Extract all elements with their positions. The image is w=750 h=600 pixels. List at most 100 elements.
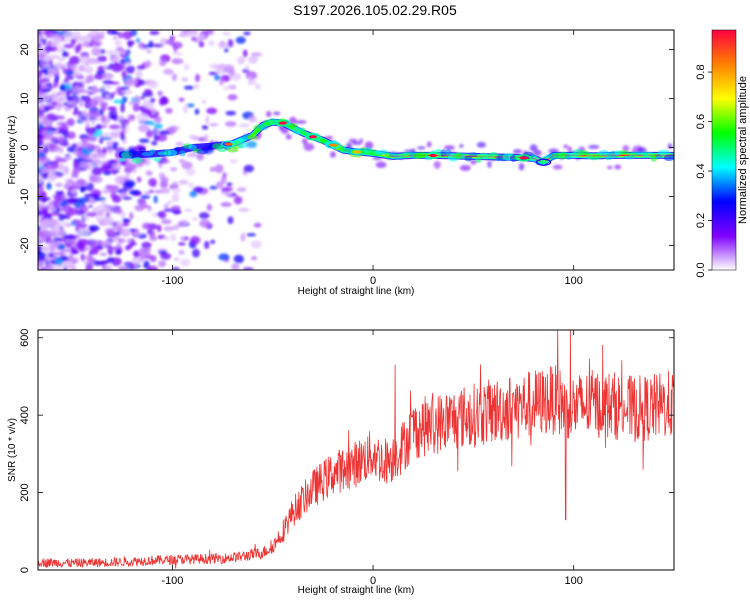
spectrogram-noise-blob (160, 219, 172, 225)
ridge-hotspot-core (429, 153, 438, 157)
ridge-blob (196, 149, 209, 155)
spectrogram-noise-blob (209, 185, 218, 190)
colorbar-tick-label: 0.8 (695, 64, 707, 79)
spectrogram-noise-blob (196, 152, 205, 161)
spectrogram-noise-blob (105, 49, 116, 56)
spectrogram-noise-blob (133, 95, 141, 105)
spectrogram-noise-blob (73, 256, 79, 264)
spectrogram-noise-blob (47, 172, 57, 181)
spectrogram-noise-blob (178, 158, 186, 164)
ridge-blob (174, 146, 181, 152)
spectrogram-noise-blob (53, 62, 64, 70)
spectrogram-noise-blob (219, 78, 224, 86)
spectrogram-noise-blob (52, 82, 58, 89)
spectrogram-noise-blob (194, 108, 200, 115)
spectrogram-noise-blob (127, 242, 134, 249)
ridge-blob (440, 149, 447, 157)
ridge-blob (578, 150, 590, 156)
spectrogram-noise-blob (38, 265, 43, 270)
spectrogram-noise-blob (38, 79, 45, 84)
spectrogram-noise-blob (99, 101, 109, 108)
spectrogram-halo-blob (348, 138, 358, 143)
spectrogram-noise-blob (41, 93, 51, 102)
spectrogram-noise-blob (112, 108, 117, 116)
ridge-hotspot-ring (325, 141, 341, 149)
ridge-blob (149, 148, 156, 154)
snr-y-tick-label: 200 (19, 483, 31, 501)
spectrogram-noise-blob (139, 251, 152, 259)
spectrogram-noise-blob (173, 257, 180, 261)
spectrogram-noise-blob (90, 30, 100, 37)
spectrogram-noise-blob (100, 200, 107, 206)
spectrogram-noise-blob (220, 74, 231, 82)
ridge-hotspot-core (308, 135, 317, 139)
spectrogram-noise-blob (114, 231, 121, 236)
spectrogram-noise-blob (206, 203, 213, 212)
spectrogram-noise-blob (105, 228, 116, 237)
spectrogram-noise-blob (193, 83, 200, 89)
spectrogram-noise-blob (49, 243, 56, 253)
spectrogram-noise-blob (194, 73, 201, 83)
spectrogram-noise-blob (125, 78, 137, 87)
spectrogram-noise-blob (144, 59, 152, 68)
spectrogram-noise-blob (106, 65, 112, 70)
ridge-blob (179, 150, 186, 157)
spectrogram-noise-blob (121, 120, 129, 126)
spectrogram-noise-blob (55, 104, 62, 112)
spectrogram-noise-blob (233, 196, 243, 205)
spectrogram-noise-blob (91, 166, 103, 176)
spectrogram-noise-blob (51, 36, 63, 45)
spectrogram-noise-blob (218, 63, 226, 70)
spectrogram-noise-blob (221, 192, 232, 196)
spectrogram-noise-blob (81, 143, 91, 149)
spectrogram-noise-blob (236, 187, 247, 193)
spectrogram-noise-blob (59, 84, 66, 92)
spectrogram-noise-blob (159, 59, 167, 67)
spectrogram-noise-blob (91, 154, 99, 158)
spectrogram-noise-blob (38, 147, 44, 152)
spectrogram-noise-blob (97, 55, 108, 62)
spectrogram-noise-blob (251, 256, 258, 261)
colorbar-tick-label: 0.6 (695, 114, 707, 129)
spectrogram-noise-blob (121, 51, 126, 55)
spectrogram-noise-blob (113, 62, 126, 71)
spectrogram-noise-blob (250, 240, 262, 249)
spectrogram-noise-blob (128, 262, 135, 270)
spectrogram-noise-blob (61, 91, 67, 99)
spectrogram-noise-blob (63, 183, 71, 190)
spectrogram-noise-blob (246, 233, 257, 237)
spectrogram-noise-blob (217, 41, 230, 49)
spectrogram-noise-blob (171, 181, 179, 187)
spectrogram-noise-blob (159, 180, 168, 189)
spectrogram-noise-blob (49, 128, 57, 132)
spectrogram-noise-blob (122, 218, 128, 223)
snr-y-tick-label: 0 (19, 567, 31, 573)
spectrogram-x-axis-label: Height of straight line (km) (298, 286, 415, 297)
spectrogram-noise-blob (220, 175, 227, 185)
spectrogram-noise-blob (175, 141, 184, 147)
spectrogram-noise-blob (88, 204, 93, 208)
spectrogram-noise-blob (134, 204, 145, 212)
spectrogram-noise-blob (108, 184, 120, 194)
spectrogram-halo-blob (470, 159, 477, 165)
spectrogram-noise-blob (42, 145, 49, 154)
spectrogram-noise-blob (121, 239, 131, 243)
spectrogram-noise-blob (122, 196, 132, 200)
spectrogram-noise-blob (41, 88, 50, 93)
spectrogram-noise-blob (182, 104, 188, 114)
spectrogram-noise-blob (63, 43, 75, 49)
snr-frame (37, 329, 675, 571)
spectrogram-noise-blob (143, 161, 151, 166)
spectrogram-noise-blob (88, 128, 95, 136)
spectrogram-noise-blob (235, 36, 246, 44)
colorbar-label: Normalized spectral amplitude (737, 76, 749, 224)
spectrogram-halo-blob (265, 110, 272, 118)
spectrogram-y-tick-label: 0 (19, 144, 31, 150)
spectrogram-frame (37, 29, 675, 271)
spectrogram-noise-blob (81, 240, 89, 245)
spectrogram-noise-blob (154, 128, 160, 136)
spectrogram-noise-blob (95, 213, 102, 222)
spectrogram-noise-blob (116, 46, 124, 52)
spectrogram-noise-blob (38, 113, 46, 118)
